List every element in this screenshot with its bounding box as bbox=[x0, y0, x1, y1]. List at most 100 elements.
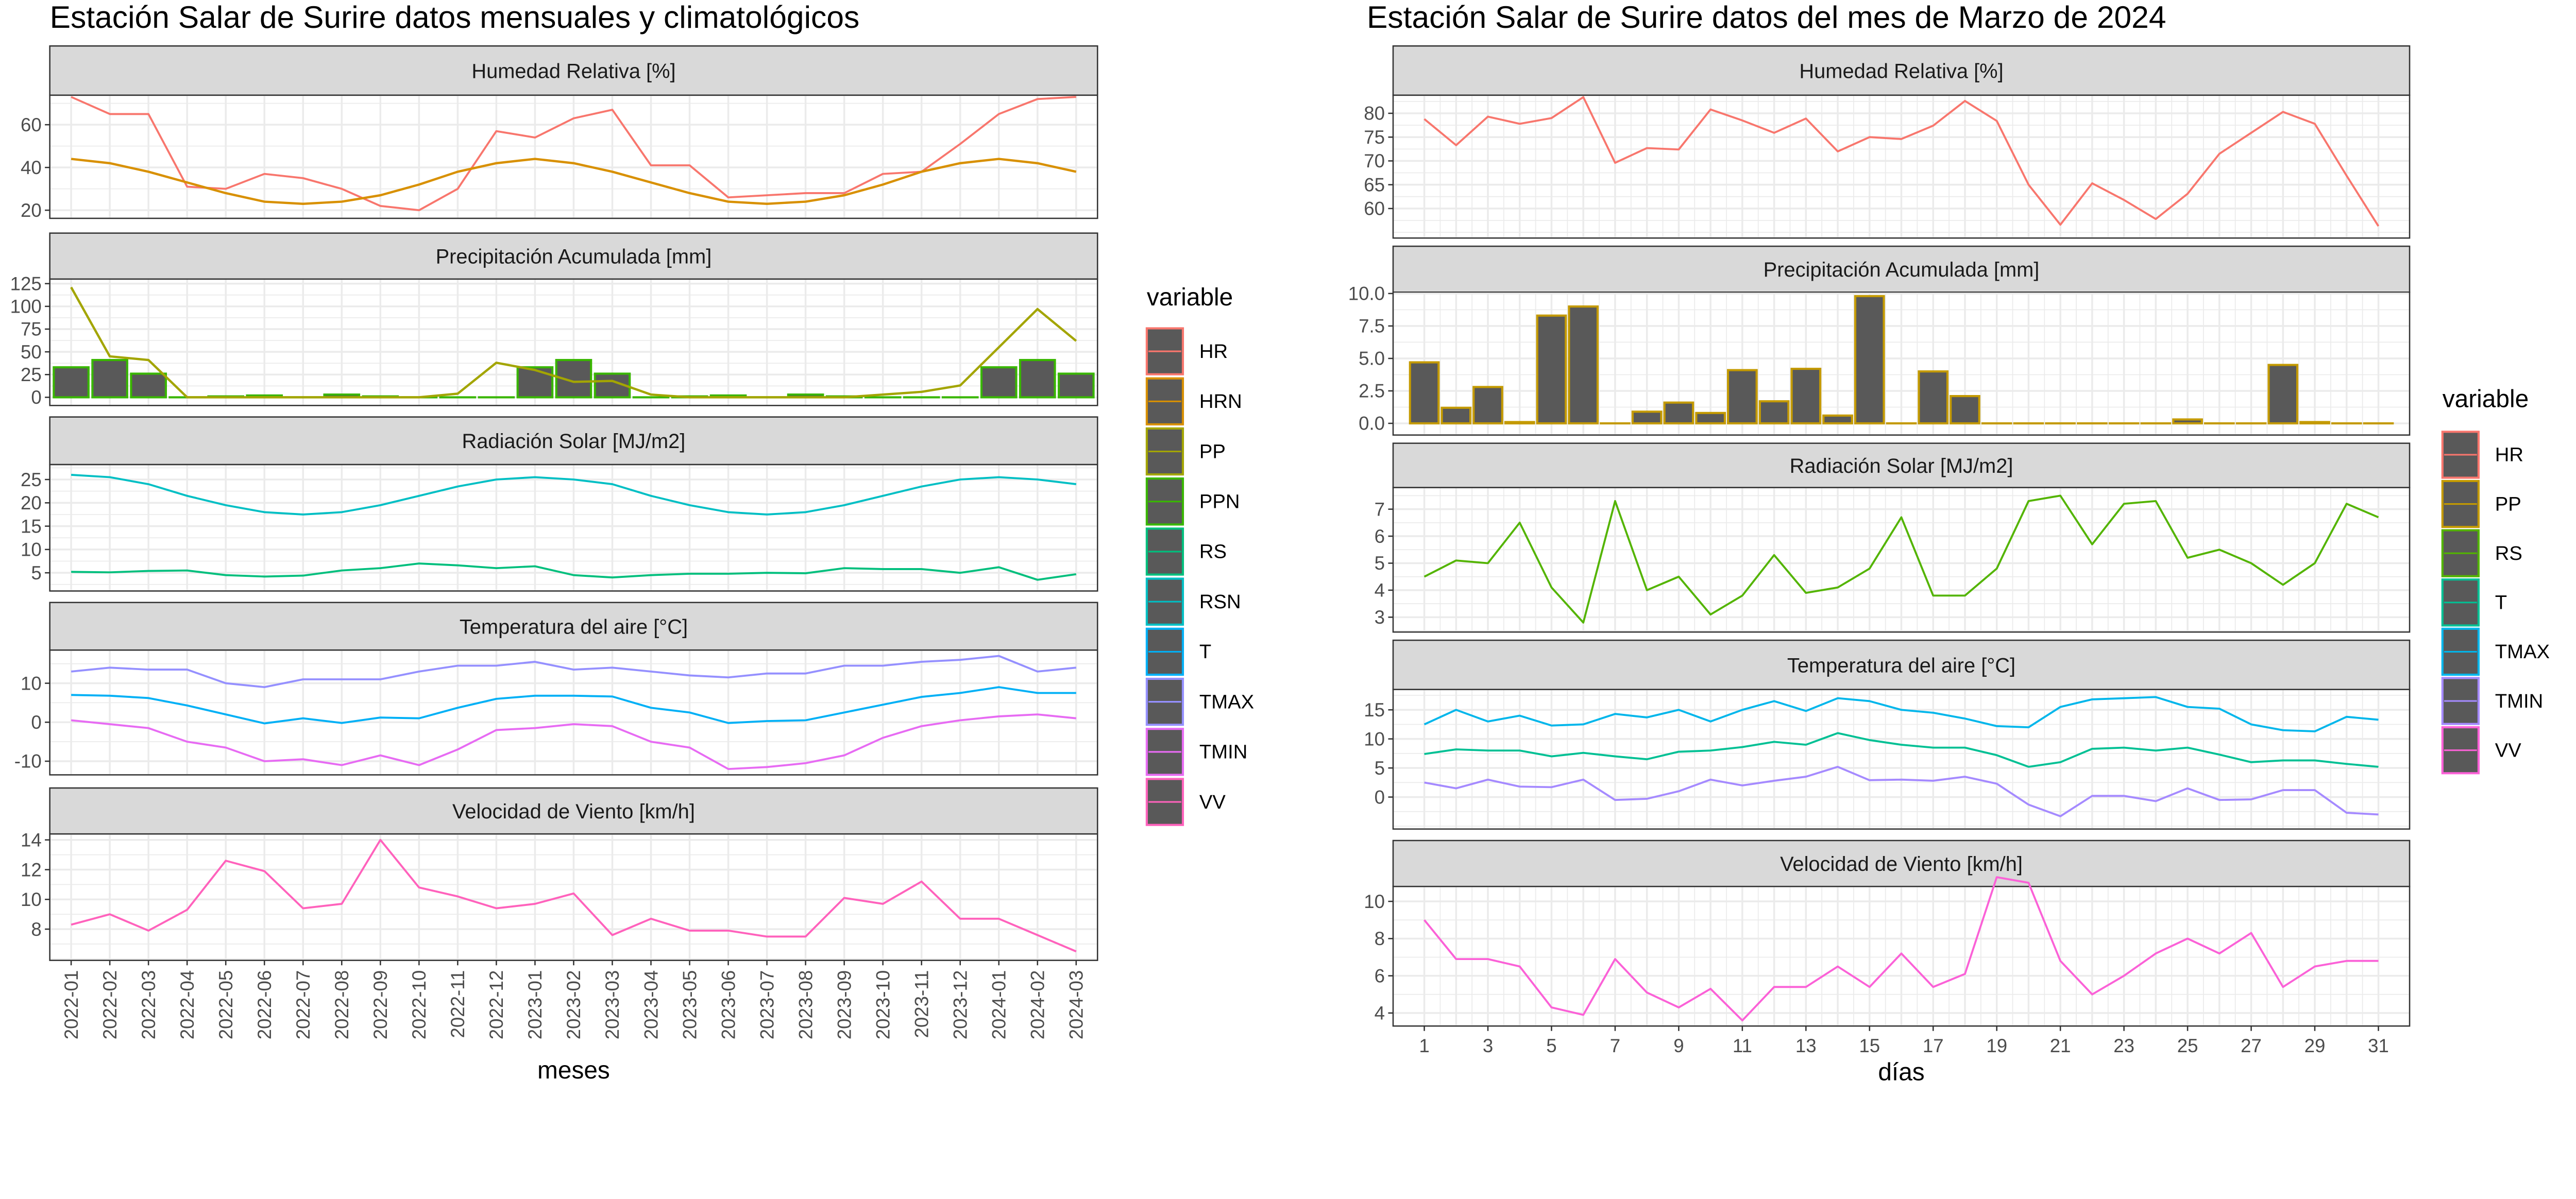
bar-PPN bbox=[130, 372, 167, 399]
panel-title: Radiación Solar [MJ/m2] bbox=[462, 430, 686, 453]
x-tick-label: 2022-10 bbox=[409, 970, 430, 1039]
bar-PP bbox=[1822, 414, 1853, 425]
x-tick-label: 2023-11 bbox=[911, 970, 932, 1038]
x-tick-label: 29 bbox=[2304, 1035, 2326, 1056]
y-tick-label: 10 bbox=[1364, 891, 1385, 912]
x-tick-label: 2023-04 bbox=[640, 970, 662, 1039]
y-tick-label: 75 bbox=[1364, 127, 1385, 148]
y-tick-label: 25 bbox=[21, 364, 42, 385]
panel-4: Velocidad de Viento [km/h] 4 6 8 10 bbox=[1364, 840, 2411, 1027]
x-tick-label: 21 bbox=[2050, 1035, 2071, 1056]
panel-strip bbox=[49, 45, 1098, 96]
bar-PP bbox=[1568, 305, 1599, 425]
y-tick-label: 10 bbox=[21, 889, 42, 910]
x-tick-label: 27 bbox=[2241, 1035, 2262, 1056]
panel-4: Velocidad de Viento [km/h] 8 10 12 14 bbox=[21, 787, 1098, 961]
x-tick-label: 2022-01 bbox=[61, 970, 82, 1039]
panel-strip bbox=[49, 602, 1098, 651]
bar-PP bbox=[1727, 369, 1758, 425]
y-tick-label: 15 bbox=[1364, 699, 1385, 721]
bar-PP bbox=[1950, 395, 1980, 425]
bar-PPN bbox=[1019, 358, 1056, 399]
bar-PP bbox=[1536, 314, 1567, 425]
x-tick-label: 2022-05 bbox=[215, 970, 236, 1039]
bar-PP bbox=[2299, 421, 2330, 425]
panel-title: Temperatura del aire [°C] bbox=[460, 615, 688, 638]
x-tick-label: 2022-03 bbox=[138, 970, 159, 1039]
x-tick-label: 2023-01 bbox=[524, 970, 546, 1039]
x-tick-label: 2024-02 bbox=[1027, 970, 1048, 1039]
panel-title: Humedad Relativa [%] bbox=[471, 60, 675, 82]
bar-PP bbox=[1758, 400, 1790, 425]
bar-PP bbox=[1854, 295, 1885, 425]
x-tick-label: 19 bbox=[1986, 1035, 2007, 1056]
bar-PP bbox=[1440, 406, 1472, 425]
panel-strip bbox=[1392, 442, 2411, 488]
x-tick-label: 13 bbox=[1795, 1035, 1817, 1056]
panel-strip bbox=[49, 416, 1098, 466]
legend-label: PPN bbox=[1199, 491, 1240, 513]
legend-label: T bbox=[2495, 592, 2507, 614]
panel-strip bbox=[49, 787, 1098, 835]
y-tick-label: 125 bbox=[10, 273, 42, 294]
x-tick-label: 2022-08 bbox=[331, 970, 352, 1039]
panel-title: Radiación Solar [MJ/m2] bbox=[1790, 455, 2013, 477]
x-tick-label: 2023-02 bbox=[563, 970, 584, 1039]
x-tick-label: 2023-08 bbox=[795, 970, 816, 1039]
x-tick-label: 2022-07 bbox=[293, 970, 314, 1039]
y-tick-label: 100 bbox=[10, 296, 42, 317]
x-tick-label: 2022-04 bbox=[177, 970, 198, 1039]
y-tick-label: 40 bbox=[21, 157, 42, 178]
x-tick-label: 23 bbox=[2113, 1035, 2134, 1056]
bar-PP bbox=[1631, 410, 1663, 425]
panel-title: Temperatura del aire [°C] bbox=[1787, 654, 2015, 677]
x-tick-label: 25 bbox=[2177, 1035, 2198, 1056]
y-tick-label: 8 bbox=[1375, 928, 1385, 949]
y-tick-label: 12 bbox=[21, 859, 42, 880]
bar-PP bbox=[1663, 401, 1694, 425]
bar-PP bbox=[1695, 412, 1726, 425]
y-tick-label: 8 bbox=[31, 919, 41, 940]
panel-0: Humedad Relativa [%] 20 40 60 bbox=[21, 45, 1098, 221]
x-tick-label: 2023-07 bbox=[756, 970, 777, 1039]
y-tick-label: 5 bbox=[1375, 758, 1385, 779]
chart-title: Estación Salar de Surire datos del mes d… bbox=[1367, 0, 2166, 35]
y-tick-label: 14 bbox=[21, 830, 42, 851]
legend-label: VV bbox=[2495, 739, 2522, 761]
y-tick-label: 80 bbox=[1364, 103, 1385, 124]
y-tick-label: 25 bbox=[21, 469, 42, 490]
legend-label: RS bbox=[2495, 542, 2522, 564]
y-tick-label: 2.5 bbox=[1359, 381, 1385, 402]
legend-label: TMIN bbox=[1199, 741, 1247, 763]
x-tick-label: 2023-12 bbox=[950, 970, 971, 1039]
x-tick-label: 2023-09 bbox=[834, 970, 855, 1039]
climate-figure: Estación Salar de Surire datos mensuales… bbox=[10, 0, 2550, 1086]
y-tick-label: 0 bbox=[1375, 786, 1385, 808]
y-tick-label: 6 bbox=[1375, 965, 1385, 986]
panel-title: Velocidad de Viento [km/h] bbox=[1780, 853, 2023, 876]
y-tick-label: 10 bbox=[1364, 728, 1385, 749]
legend-title: variable bbox=[1147, 284, 1233, 311]
x-axis-label: días bbox=[1878, 1058, 1924, 1086]
panel-1: Precipitación Acumulada [mm] 0.0 2.5 5.0 7.5… bbox=[1348, 245, 2411, 436]
x-tick-label: 2023-10 bbox=[872, 970, 893, 1039]
x-tick-label: 17 bbox=[1923, 1035, 1944, 1056]
y-tick-label: 10.0 bbox=[1348, 283, 1385, 304]
bar-PP bbox=[2172, 418, 2203, 425]
y-tick-label: 10 bbox=[21, 673, 42, 694]
bar-PP bbox=[1472, 386, 1503, 425]
bar-PPN bbox=[53, 366, 90, 399]
panel-strip bbox=[49, 232, 1098, 280]
panel-3: Temperatura del aire [°C] 0 5 10 15 bbox=[1364, 639, 2411, 830]
panel-title: Precipitación Acumulada [mm] bbox=[436, 246, 712, 268]
panel-strip bbox=[1392, 245, 2411, 293]
y-tick-label: 6 bbox=[1375, 526, 1385, 547]
y-tick-label: 5 bbox=[1375, 553, 1385, 574]
legend-label: RSN bbox=[1199, 591, 1241, 613]
legend-label: HR bbox=[2495, 444, 2523, 466]
x-tick-label: 2024-01 bbox=[989, 970, 1010, 1039]
y-tick-label: 5 bbox=[31, 562, 41, 584]
y-tick-label: 75 bbox=[21, 319, 42, 340]
legend-label: T bbox=[1199, 641, 1211, 663]
x-tick-label: 5 bbox=[1546, 1035, 1556, 1056]
